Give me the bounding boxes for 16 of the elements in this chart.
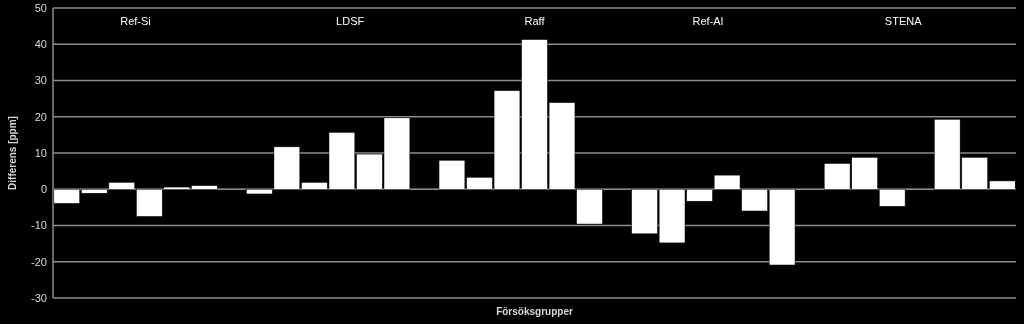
y-tick-label: -20 (31, 255, 47, 268)
y-tick-label: 20 (34, 110, 47, 123)
y-tick-label: 50 (34, 1, 47, 14)
y-tick-label: -30 (31, 291, 47, 304)
y-axis-title: Differens [ppm] (7, 116, 18, 190)
y-tick-label: 30 (34, 74, 47, 87)
y-tick-label: 0 (40, 183, 47, 196)
y-tick-label: 10 (34, 146, 47, 159)
y-tick-label: 40 (34, 38, 47, 51)
annotation: LDSF (336, 15, 365, 27)
annotation: STENA (884, 15, 923, 27)
y-tick-label: -10 (31, 219, 47, 232)
annotation: Raff (524, 15, 546, 27)
annotation: Ref-Al (692, 15, 724, 27)
annotation: Ref-Si (120, 15, 151, 27)
x-axis-title: Försöksgrupper (496, 306, 573, 317)
